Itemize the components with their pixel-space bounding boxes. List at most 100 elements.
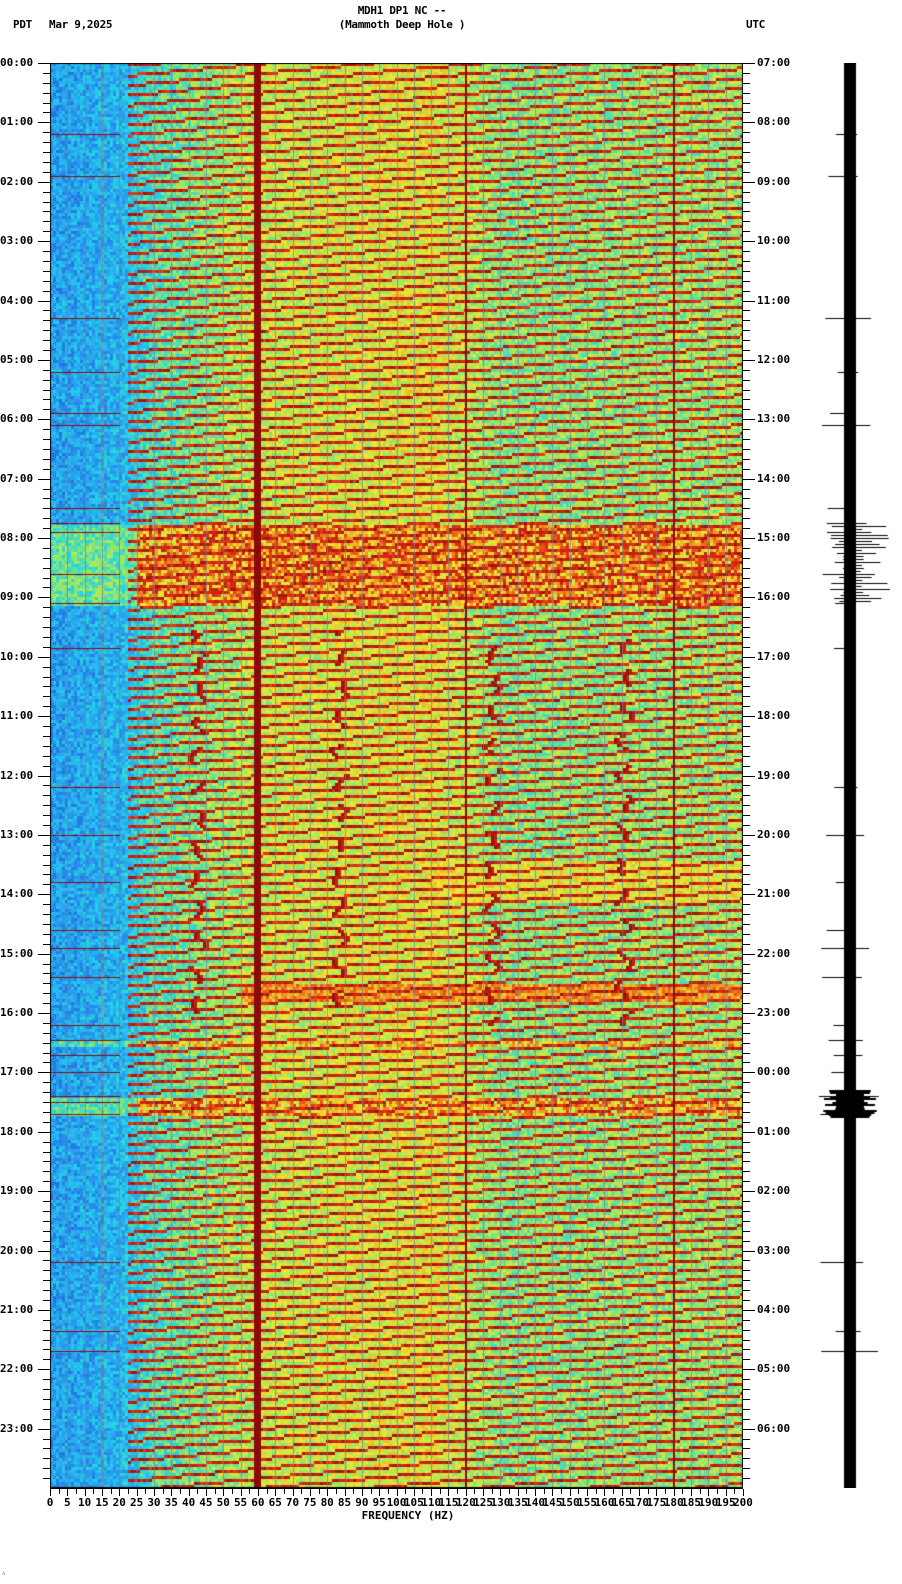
y-tick-right (743, 202, 750, 203)
x-tick-label: 95 (372, 1496, 386, 1509)
y-tick-left (43, 172, 50, 173)
y-tick-right (743, 172, 750, 173)
y-tick-right (743, 528, 750, 529)
y-tick-right (743, 132, 750, 133)
y-tick-left (43, 548, 50, 549)
y-tick-left (43, 677, 50, 678)
y-tick-right (743, 1409, 750, 1410)
y-tick-right (743, 1201, 750, 1202)
x-tick (448, 1489, 449, 1496)
y-tick-left (43, 380, 50, 381)
y-tick-left (43, 340, 50, 341)
y-tick-right (743, 498, 750, 499)
y-tick-right (743, 251, 750, 252)
x-tick-label: 40 (181, 1496, 196, 1509)
x-tick (639, 1489, 640, 1496)
y-tick-left (43, 508, 50, 509)
x-tick (578, 1489, 579, 1494)
y-tick-left (38, 1369, 50, 1370)
x-tick (648, 1489, 649, 1494)
y-tick-left (43, 310, 50, 311)
y-tick-right (743, 1013, 755, 1014)
y-tick-left (38, 122, 50, 123)
spectrogram-plot (50, 63, 743, 1488)
x-tick (85, 1489, 86, 1496)
x-tick (93, 1489, 94, 1494)
y-tick-right (743, 1260, 750, 1261)
y-tick-right (743, 815, 750, 816)
y-tick-label-right: 09:00 (757, 175, 791, 188)
y-tick-left (43, 983, 50, 984)
x-tick-label: 15 (95, 1496, 109, 1509)
y-tick-right (743, 1043, 750, 1044)
x-tick-label: 55 (233, 1496, 248, 1509)
y-tick-label-right: 07:00 (757, 56, 791, 69)
y-tick-left (43, 1349, 50, 1350)
y-tick-left (43, 1340, 50, 1341)
x-tick-label: 75 (303, 1496, 317, 1509)
y-tick-right (743, 647, 750, 648)
x-tick-label: 200 (733, 1496, 753, 1509)
y-tick-left (43, 934, 50, 935)
y-tick-left (43, 1359, 50, 1360)
x-tick (743, 1489, 744, 1496)
y-tick-label-left: 20:00 (0, 1244, 34, 1257)
y-tick-left (43, 1122, 50, 1123)
x-tick (50, 1489, 51, 1496)
y-tick-label-left: 13:00 (0, 828, 34, 841)
y-tick-label-left: 17:00 (0, 1065, 34, 1078)
y-tick-right (743, 993, 750, 994)
y-tick-label-left: 01:00 (0, 115, 34, 128)
x-tick-label: 135 (507, 1496, 528, 1509)
y-tick-right (743, 1231, 750, 1232)
y-tick-label-left: 19:00 (0, 1184, 34, 1197)
y-tick-left (43, 93, 50, 94)
y-tick-right (743, 657, 755, 658)
x-axis-title: FREQUENCY (HZ) (361, 1509, 455, 1522)
y-tick-left (43, 202, 50, 203)
y-tick-label-right: 12:00 (757, 353, 791, 366)
y-tick-left (43, 1379, 50, 1380)
y-tick-left (43, 192, 50, 193)
y-tick-label-right: 20:00 (757, 828, 791, 841)
y-tick-left (38, 1072, 50, 1073)
x-tick-label: 105 (403, 1496, 424, 1509)
y-tick-left (43, 914, 50, 915)
x-tick (613, 1489, 614, 1494)
y-tick-left (43, 1290, 50, 1291)
y-tick-left (43, 1092, 50, 1093)
y-tick-left (43, 1023, 50, 1024)
y-tick-left (43, 330, 50, 331)
y-tick-right (743, 845, 750, 846)
y-tick-right (743, 1221, 750, 1222)
y-tick-label-right: 14:00 (757, 472, 791, 485)
y-tick-right (743, 1053, 750, 1054)
y-tick-right (743, 835, 755, 836)
y-tick-left (43, 904, 50, 905)
y-tick-right (743, 1458, 750, 1459)
y-tick-right (743, 1132, 755, 1133)
y-tick-left (43, 409, 50, 410)
x-tick (137, 1489, 138, 1496)
y-tick-left (38, 1310, 50, 1311)
y-tick-right (743, 399, 750, 400)
x-tick (734, 1489, 735, 1494)
y-tick-left (43, 766, 50, 767)
y-tick-right (743, 716, 755, 717)
y-tick-right (743, 370, 750, 371)
y-tick-right (743, 489, 750, 490)
x-tick (59, 1489, 60, 1494)
y-tick-right (743, 1211, 750, 1212)
y-tick-left (43, 1241, 50, 1242)
x-tick (267, 1489, 268, 1494)
x-tick (561, 1489, 562, 1494)
y-tick-right (743, 874, 750, 875)
y-tick-right (743, 320, 750, 321)
y-tick-right (743, 508, 750, 509)
y-tick-left (43, 528, 50, 529)
y-tick-left (43, 73, 50, 74)
y-tick-right (743, 211, 750, 212)
y-tick-left (43, 736, 50, 737)
x-tick (500, 1489, 501, 1496)
y-tick-left (43, 1003, 50, 1004)
